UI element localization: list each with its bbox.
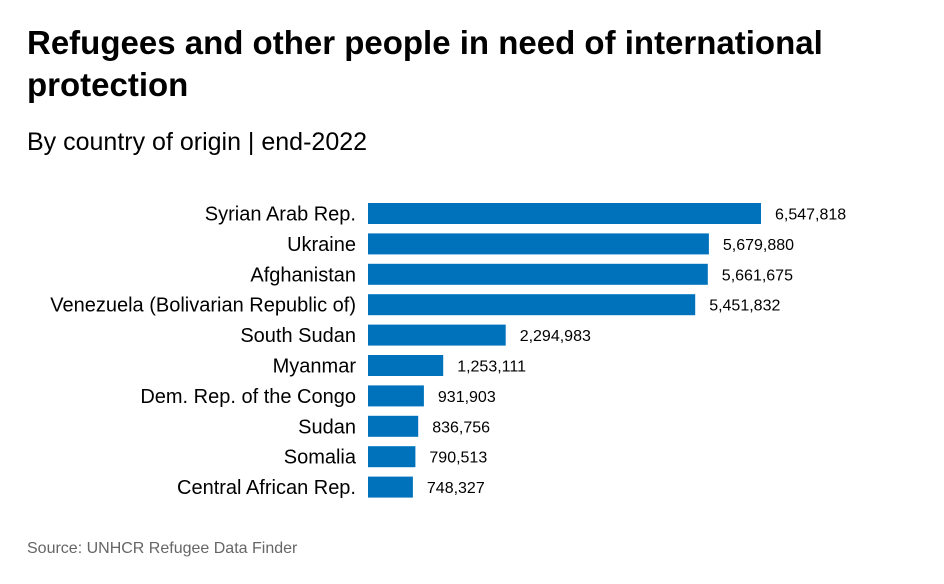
chart-title: Refugees and other people in need of int… (27, 24, 823, 103)
category-label: Central African Rep. (177, 477, 356, 499)
value-label: 836,756 (432, 419, 490, 436)
value-label: 5,451,832 (709, 298, 780, 315)
source-note: Source: UNHCR Refugee Data Finder (27, 540, 298, 557)
value-label: 931,903 (438, 389, 496, 406)
category-label: Myanmar (273, 356, 357, 378)
category-label: Ukraine (287, 234, 356, 256)
value-label: 1,253,111 (457, 359, 526, 376)
bar (368, 324, 506, 346)
bar (368, 385, 424, 407)
category-label: Sudan (298, 416, 356, 438)
bar (368, 355, 444, 376)
chart-subtitle: By country of origin | end-2022 (27, 128, 368, 156)
category-label: Somalia (284, 447, 357, 469)
bar (368, 203, 761, 224)
value-label: 5,661,675 (722, 267, 793, 284)
category-label: South Sudan (240, 325, 356, 347)
category-label: Venezuela (Bolivarian Republic of) (50, 295, 356, 317)
bar (368, 233, 709, 255)
category-label: Afghanistan (250, 264, 356, 286)
category-label: Syrian Arab Rep. (205, 204, 356, 226)
category-label: Dem. Rep. of the Congo (140, 386, 356, 408)
bar (368, 263, 708, 285)
value-label: 748,327 (427, 480, 485, 497)
bar (368, 446, 416, 468)
bar (368, 415, 419, 437)
value-label: 5,679,880 (723, 237, 794, 254)
bar (368, 294, 696, 316)
bar-chart: Syrian Arab Rep. 6,547,818 Ukraine 5,679,88… (50, 203, 846, 499)
value-label: 6,547,818 (775, 207, 846, 224)
value-label: 2,294,983 (520, 328, 591, 345)
bar (368, 476, 413, 498)
value-label: 790,513 (429, 450, 487, 467)
